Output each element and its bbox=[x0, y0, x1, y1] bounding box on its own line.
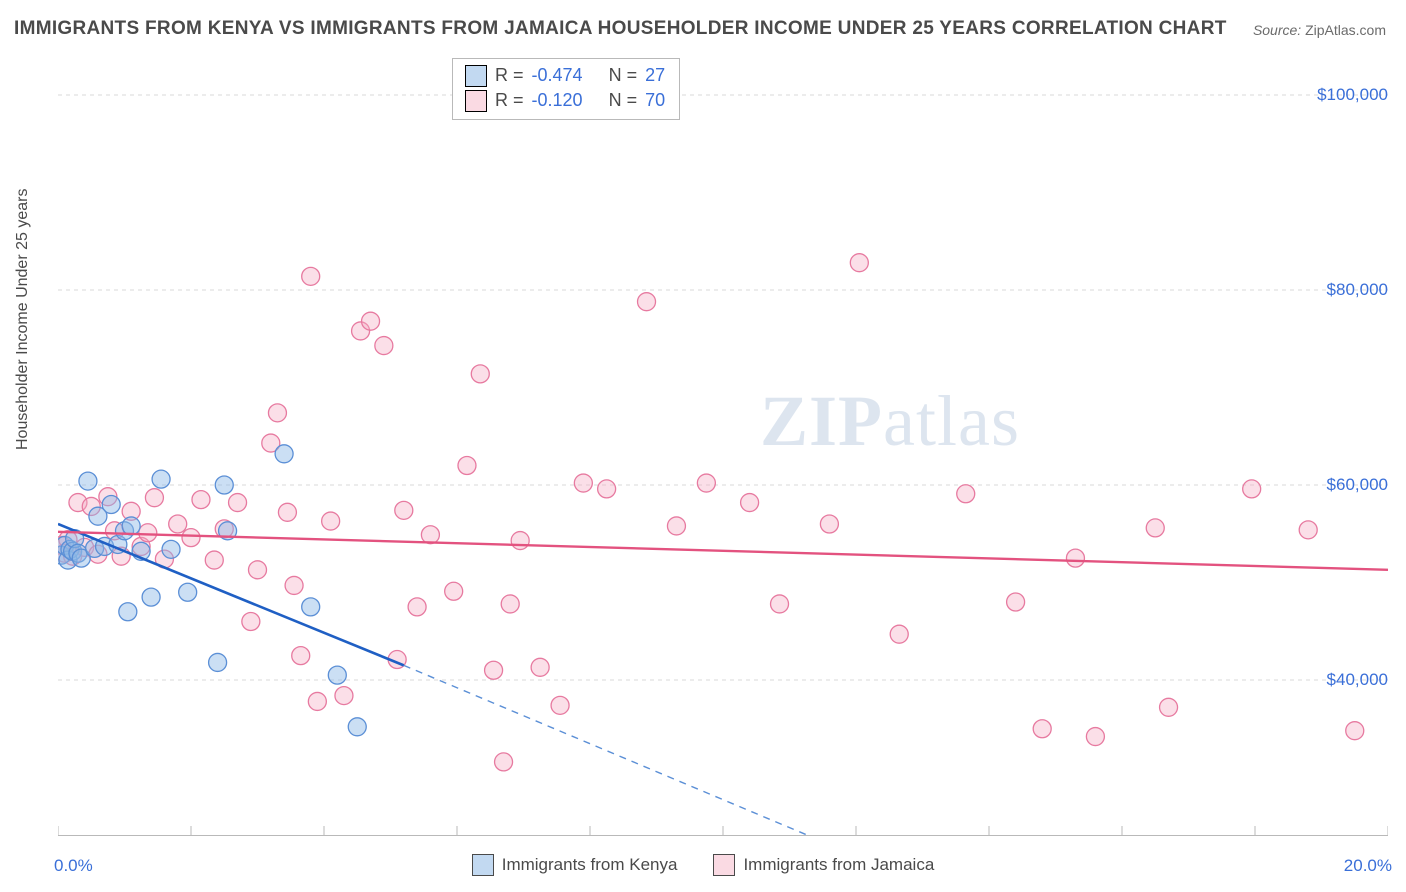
swatch-jamaica bbox=[465, 90, 487, 112]
y-tick-label: $100,000 bbox=[1317, 85, 1388, 105]
y-tick-label: $60,000 bbox=[1327, 475, 1388, 495]
r-value-kenya: -0.474 bbox=[532, 63, 583, 88]
legend-item-jamaica: Immigrants from Jamaica bbox=[713, 854, 934, 876]
bottom-legend: Immigrants from Kenya Immigrants from Ja… bbox=[0, 854, 1406, 876]
legend-label-jamaica: Immigrants from Jamaica bbox=[743, 855, 934, 875]
chart-title: IMMIGRANTS FROM KENYA VS IMMIGRANTS FROM… bbox=[14, 18, 1227, 40]
source-credit: Source: ZipAtlas.com bbox=[1253, 22, 1386, 38]
n-value-kenya: 27 bbox=[645, 63, 665, 88]
n-value-jamaica: 70 bbox=[645, 88, 665, 113]
y-tick-label: $40,000 bbox=[1327, 670, 1388, 690]
y-axis-label: Householder Income Under 25 years bbox=[14, 189, 32, 450]
y-axis-labels: $40,000 $60,000 $80,000 $100,000 bbox=[1268, 56, 1388, 836]
y-tick-label: $80,000 bbox=[1327, 280, 1388, 300]
r-label-jamaica: R = bbox=[495, 88, 524, 113]
chart-container: IMMIGRANTS FROM KENYA VS IMMIGRANTS FROM… bbox=[0, 0, 1406, 892]
n-label-jamaica: N = bbox=[609, 88, 638, 113]
swatch-kenya bbox=[465, 65, 487, 87]
source-name: ZipAtlas.com bbox=[1305, 22, 1386, 38]
n-label-kenya: N = bbox=[609, 63, 638, 88]
stats-row-kenya: R = -0.474 N = 27 bbox=[465, 63, 665, 88]
r-label-kenya: R = bbox=[495, 63, 524, 88]
legend-swatch-jamaica bbox=[713, 854, 735, 876]
stats-legend: R = -0.474 N = 27 R = -0.120 N = 70 bbox=[452, 58, 680, 120]
r-value-jamaica: -0.120 bbox=[532, 88, 583, 113]
source-prefix: Source: bbox=[1253, 22, 1305, 38]
x-tick-label-max: 20.0% bbox=[1344, 856, 1392, 876]
legend-swatch-kenya bbox=[472, 854, 494, 876]
stats-row-jamaica: R = -0.120 N = 70 bbox=[465, 88, 665, 113]
legend-item-kenya: Immigrants from Kenya bbox=[472, 854, 678, 876]
legend-label-kenya: Immigrants from Kenya bbox=[502, 855, 678, 875]
scatter-plot bbox=[58, 56, 1388, 836]
x-tick-label-min: 0.0% bbox=[54, 856, 93, 876]
